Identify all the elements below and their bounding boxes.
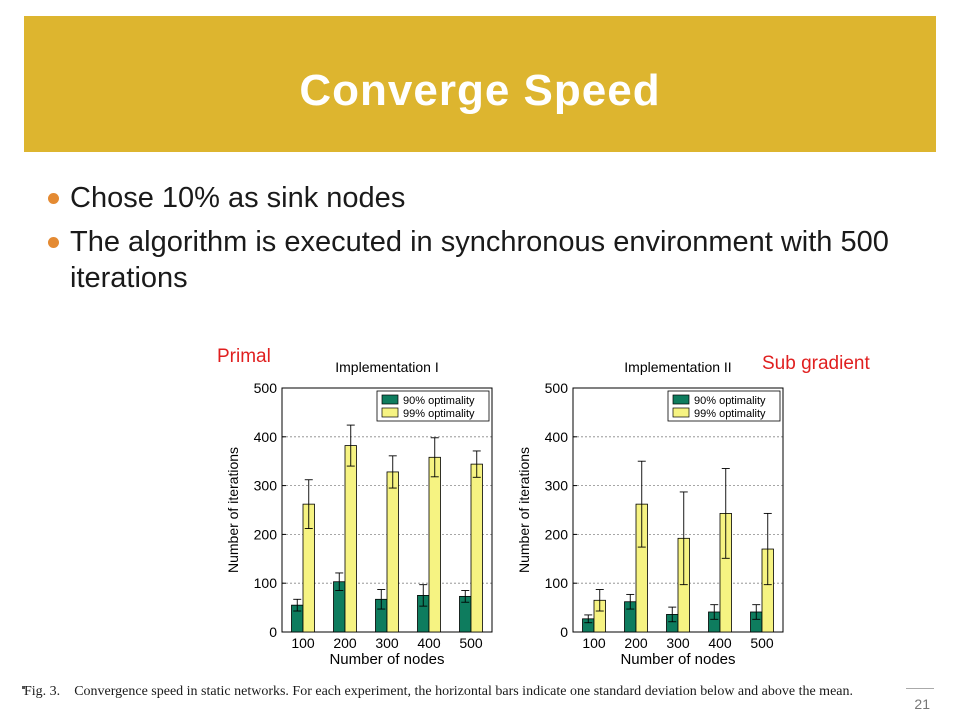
bullet-dot-icon xyxy=(48,193,59,204)
bar-99 xyxy=(344,445,357,633)
y-tick-label: 200 xyxy=(254,526,278,542)
y-tick-label: 0 xyxy=(269,624,277,640)
x-axis-label: Number of nodes xyxy=(329,651,444,668)
y-tick-label: 500 xyxy=(545,380,569,396)
slide-title: Converge Speed xyxy=(299,66,661,115)
legend-swatch xyxy=(672,407,690,418)
y-tick-label: 100 xyxy=(545,575,569,591)
title-bar: Converge Speed xyxy=(24,16,936,152)
page-number-rule xyxy=(906,688,934,689)
y-axis-label: Number of iterations xyxy=(225,447,241,573)
bar-99 xyxy=(428,456,441,633)
legend-label: 90% optimality xyxy=(694,395,766,407)
legend-label: 90% optimality xyxy=(403,395,475,407)
chart-title: Implementation II xyxy=(624,359,731,375)
x-tick-label: 200 xyxy=(624,635,648,651)
x-tick-label: 200 xyxy=(333,635,357,651)
x-axis-label: Number of nodes xyxy=(620,651,735,668)
x-tick-label: 500 xyxy=(750,635,774,651)
bullet-text: The algorithm is executed in synchronous… xyxy=(70,226,889,294)
y-tick-label: 400 xyxy=(545,429,569,445)
chart-title: Implementation I xyxy=(335,359,439,375)
caption-marker xyxy=(22,686,25,689)
x-tick-label: 400 xyxy=(417,635,441,651)
chart-implementation-1: 0 100 200 300 400 500 100 200 300 400 500 Implement… xyxy=(225,359,493,668)
caption-text: Convergence speed in static networks. Fo… xyxy=(74,684,853,699)
y-tick-label: 200 xyxy=(545,526,569,542)
legend-label: 99% optimality xyxy=(694,408,766,420)
y-tick-label: 0 xyxy=(560,624,568,640)
bullet-list: Chose 10% as sink nodes The algorithm is… xyxy=(48,180,908,304)
x-tick-label: 300 xyxy=(666,635,690,651)
annotation-sub-gradient: Sub gradient xyxy=(762,353,870,374)
bullet-item: The algorithm is executed in synchronous… xyxy=(48,224,908,296)
bar-99 xyxy=(386,471,399,633)
bullet-text: Chose 10% as sink nodes xyxy=(70,182,406,214)
x-tick-label: 500 xyxy=(459,635,483,651)
y-tick-label: 500 xyxy=(254,380,278,396)
legend-swatch xyxy=(381,407,399,418)
y-tick-label: 400 xyxy=(254,429,278,445)
bar-99 xyxy=(470,463,483,633)
page-number: 21 xyxy=(914,696,930,712)
x-tick-label: 400 xyxy=(708,635,732,651)
y-tick-label: 300 xyxy=(545,478,569,494)
y-tick-label: 100 xyxy=(254,575,278,591)
annotation-primal: Primal xyxy=(217,346,271,367)
legend-swatch xyxy=(381,394,399,405)
chart-implementation-2: 0 100 200 300 400 500 100 200 300 400 500 Implement… xyxy=(516,359,784,668)
bullet-item: Chose 10% as sink nodes xyxy=(48,180,908,216)
legend-swatch xyxy=(672,394,690,405)
y-tick-label: 300 xyxy=(254,478,278,494)
x-tick-label: 100 xyxy=(582,635,606,651)
figure-caption: Fig. 3. Convergence speed in static netw… xyxy=(24,684,904,700)
legend-label: 99% optimality xyxy=(403,408,475,420)
caption-prefix: Fig. 3. xyxy=(24,684,61,699)
x-tick-label: 300 xyxy=(375,635,399,651)
bullet-dot-icon xyxy=(48,237,59,248)
y-axis-label: Number of iterations xyxy=(516,447,532,573)
x-tick-label: 100 xyxy=(291,635,315,651)
